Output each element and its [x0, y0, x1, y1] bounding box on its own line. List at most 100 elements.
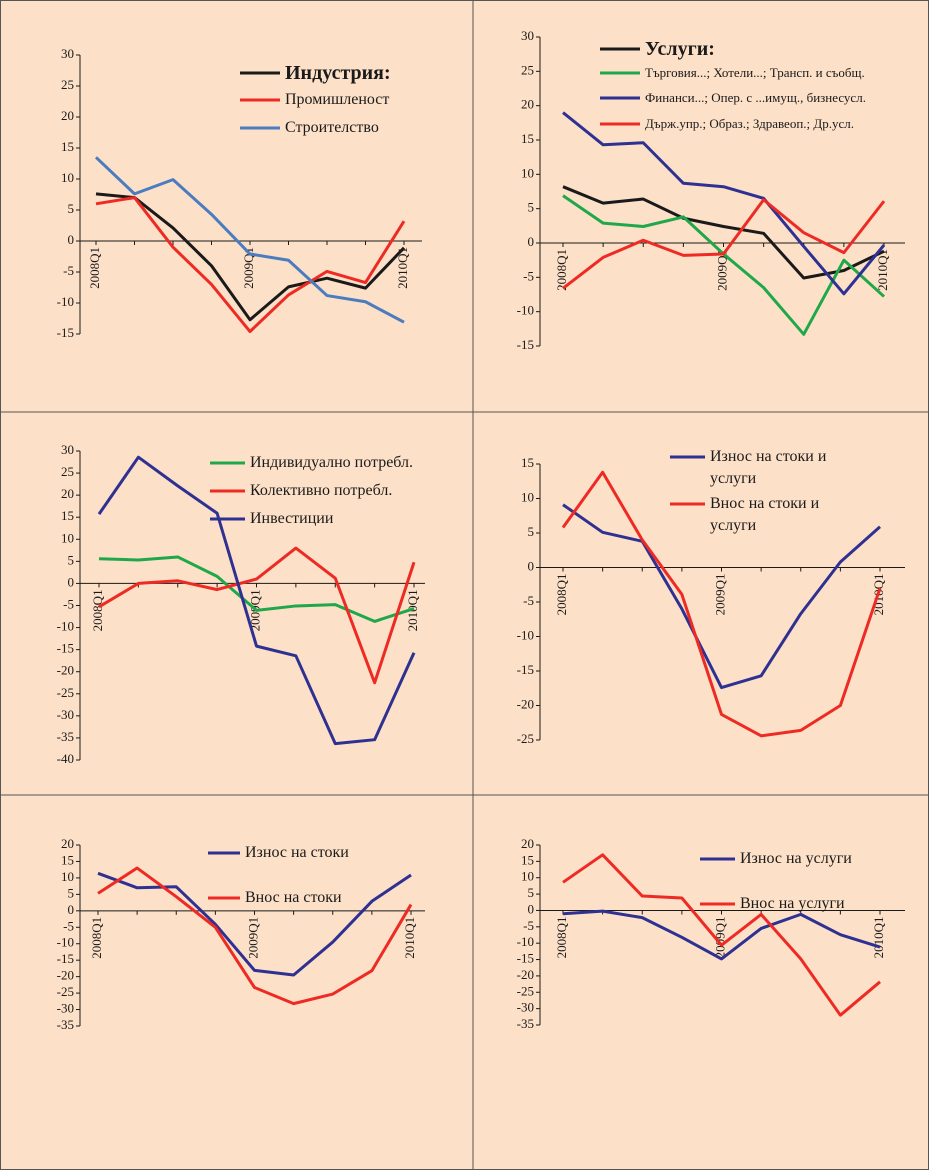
legend-label: Внос на услуги [740, 895, 845, 912]
legend-label: Строителство [285, 119, 379, 136]
y-tick-label: -20 [517, 696, 534, 711]
y-tick-label: 10 [521, 165, 534, 180]
y-tick-label: 30 [521, 28, 534, 43]
series-line [98, 555, 415, 623]
series-line [98, 546, 416, 685]
y-tick-label: -25 [517, 731, 534, 746]
series-line [97, 866, 413, 1006]
legend-label: Внос на стоки и услуги [710, 495, 820, 534]
x-tick-label: 2009Q1 [712, 916, 727, 958]
legend-label: Индивидуално потребл. [250, 454, 414, 471]
series-line [562, 853, 881, 1017]
y-tick-label: -15 [57, 951, 74, 966]
x-tick-label: 2008Q1 [554, 574, 569, 616]
y-tick-label: 20 [521, 836, 534, 851]
series-line [97, 871, 412, 977]
legend-label: Износ на стоки и услуги [710, 448, 827, 487]
series-line [562, 503, 881, 690]
x-tick-label: 2009Q1 [245, 917, 260, 959]
y-tick-label: -35 [57, 1017, 74, 1032]
legend-label: Услуги: [645, 38, 715, 60]
legend-label: Финанси...; Опер. с ...имущ., бизнесусл. [645, 90, 866, 105]
y-tick-label: 20 [61, 836, 74, 851]
y-tick-label: 5 [68, 201, 75, 216]
x-tick-label: 2010Q1 [871, 916, 886, 958]
series-line [562, 198, 886, 290]
y-tick-label: 15 [521, 455, 534, 470]
series-line [95, 192, 406, 322]
x-tick-label: 2010Q1 [402, 917, 417, 959]
y-tick-label: -20 [517, 967, 534, 982]
y-tick-label: -30 [517, 1000, 534, 1015]
y-tick-label: -10 [57, 294, 74, 309]
legend-label: Държ.упр.; Образ.; Здравеоп.; Др.усл. [645, 116, 855, 131]
y-tick-label: -5 [63, 596, 74, 611]
y-tick-label: 30 [61, 46, 74, 61]
legend-label: Промишленост [285, 91, 390, 108]
y-tick-label: -40 [57, 751, 74, 766]
y-tick-label: 25 [61, 464, 74, 479]
y-tick-label: 0 [528, 558, 535, 573]
y-tick-label: -10 [517, 303, 534, 318]
y-tick-label: -10 [57, 619, 74, 634]
x-tick-label: 2008Q1 [90, 589, 105, 631]
series-line [94, 156, 405, 324]
x-tick-label: 2010Q1 [395, 247, 410, 289]
y-tick-label: -15 [517, 951, 534, 966]
y-tick-label: 15 [521, 852, 534, 867]
x-tick-label: 2009Q1 [712, 574, 727, 616]
y-tick-label: 15 [61, 508, 74, 523]
legend-label: Износ на услуги [740, 850, 852, 867]
x-tick-label: 2008Q1 [554, 249, 569, 291]
legend-label: Индустрия: [285, 62, 391, 84]
x-tick-label: 2009Q1 [241, 247, 256, 289]
y-tick-label: -35 [517, 1016, 534, 1031]
y-tick-label: -15 [517, 337, 534, 352]
y-tick-label: 15 [61, 852, 74, 867]
legend-label: Внос на стоки [245, 889, 342, 906]
x-tick-label: 2009Q1 [714, 249, 729, 291]
y-tick-label: -10 [517, 627, 534, 642]
y-tick-label: -5 [63, 918, 74, 933]
y-tick-label: 20 [521, 97, 534, 112]
y-tick-label: 15 [61, 139, 74, 154]
y-tick-label: -20 [57, 663, 74, 678]
series-line [95, 196, 406, 334]
y-tick-label: 5 [68, 552, 75, 567]
y-tick-label: -25 [57, 685, 74, 700]
y-tick-label: 5 [528, 200, 535, 215]
y-tick-label: 30 [61, 442, 74, 457]
y-tick-label: 5 [68, 885, 75, 900]
series-line [562, 185, 885, 280]
y-tick-label: 0 [68, 902, 75, 917]
y-tick-label: -35 [57, 729, 74, 744]
y-tick-label: 5 [528, 885, 535, 900]
y-tick-label: 10 [521, 869, 534, 884]
y-tick-label: 0 [528, 234, 535, 249]
legend-label: Износ на стоки [245, 844, 349, 861]
y-tick-label: -10 [57, 935, 74, 950]
y-tick-label: 25 [61, 77, 74, 92]
series-line [97, 455, 416, 746]
y-tick-label: -15 [57, 325, 74, 340]
series-line [561, 470, 882, 738]
legend-label: Колективно потребл. [250, 482, 393, 499]
y-tick-label: -5 [523, 918, 534, 933]
y-tick-label: -30 [57, 707, 74, 722]
y-tick-label: 10 [521, 489, 534, 504]
y-tick-label: -5 [523, 268, 534, 283]
y-tick-label: -25 [57, 984, 74, 999]
y-tick-label: 20 [61, 108, 74, 123]
y-tick-label: 10 [61, 170, 74, 185]
legend-label: Инвестиции [250, 510, 334, 527]
y-tick-label: 20 [61, 486, 74, 501]
y-tick-label: -20 [57, 968, 74, 983]
x-tick-label: 2008Q1 [89, 917, 104, 959]
y-tick-label: 25 [521, 62, 534, 77]
y-tick-label: -15 [57, 641, 74, 656]
y-tick-label: 0 [68, 574, 75, 589]
x-tick-label: 2008Q1 [87, 247, 102, 289]
